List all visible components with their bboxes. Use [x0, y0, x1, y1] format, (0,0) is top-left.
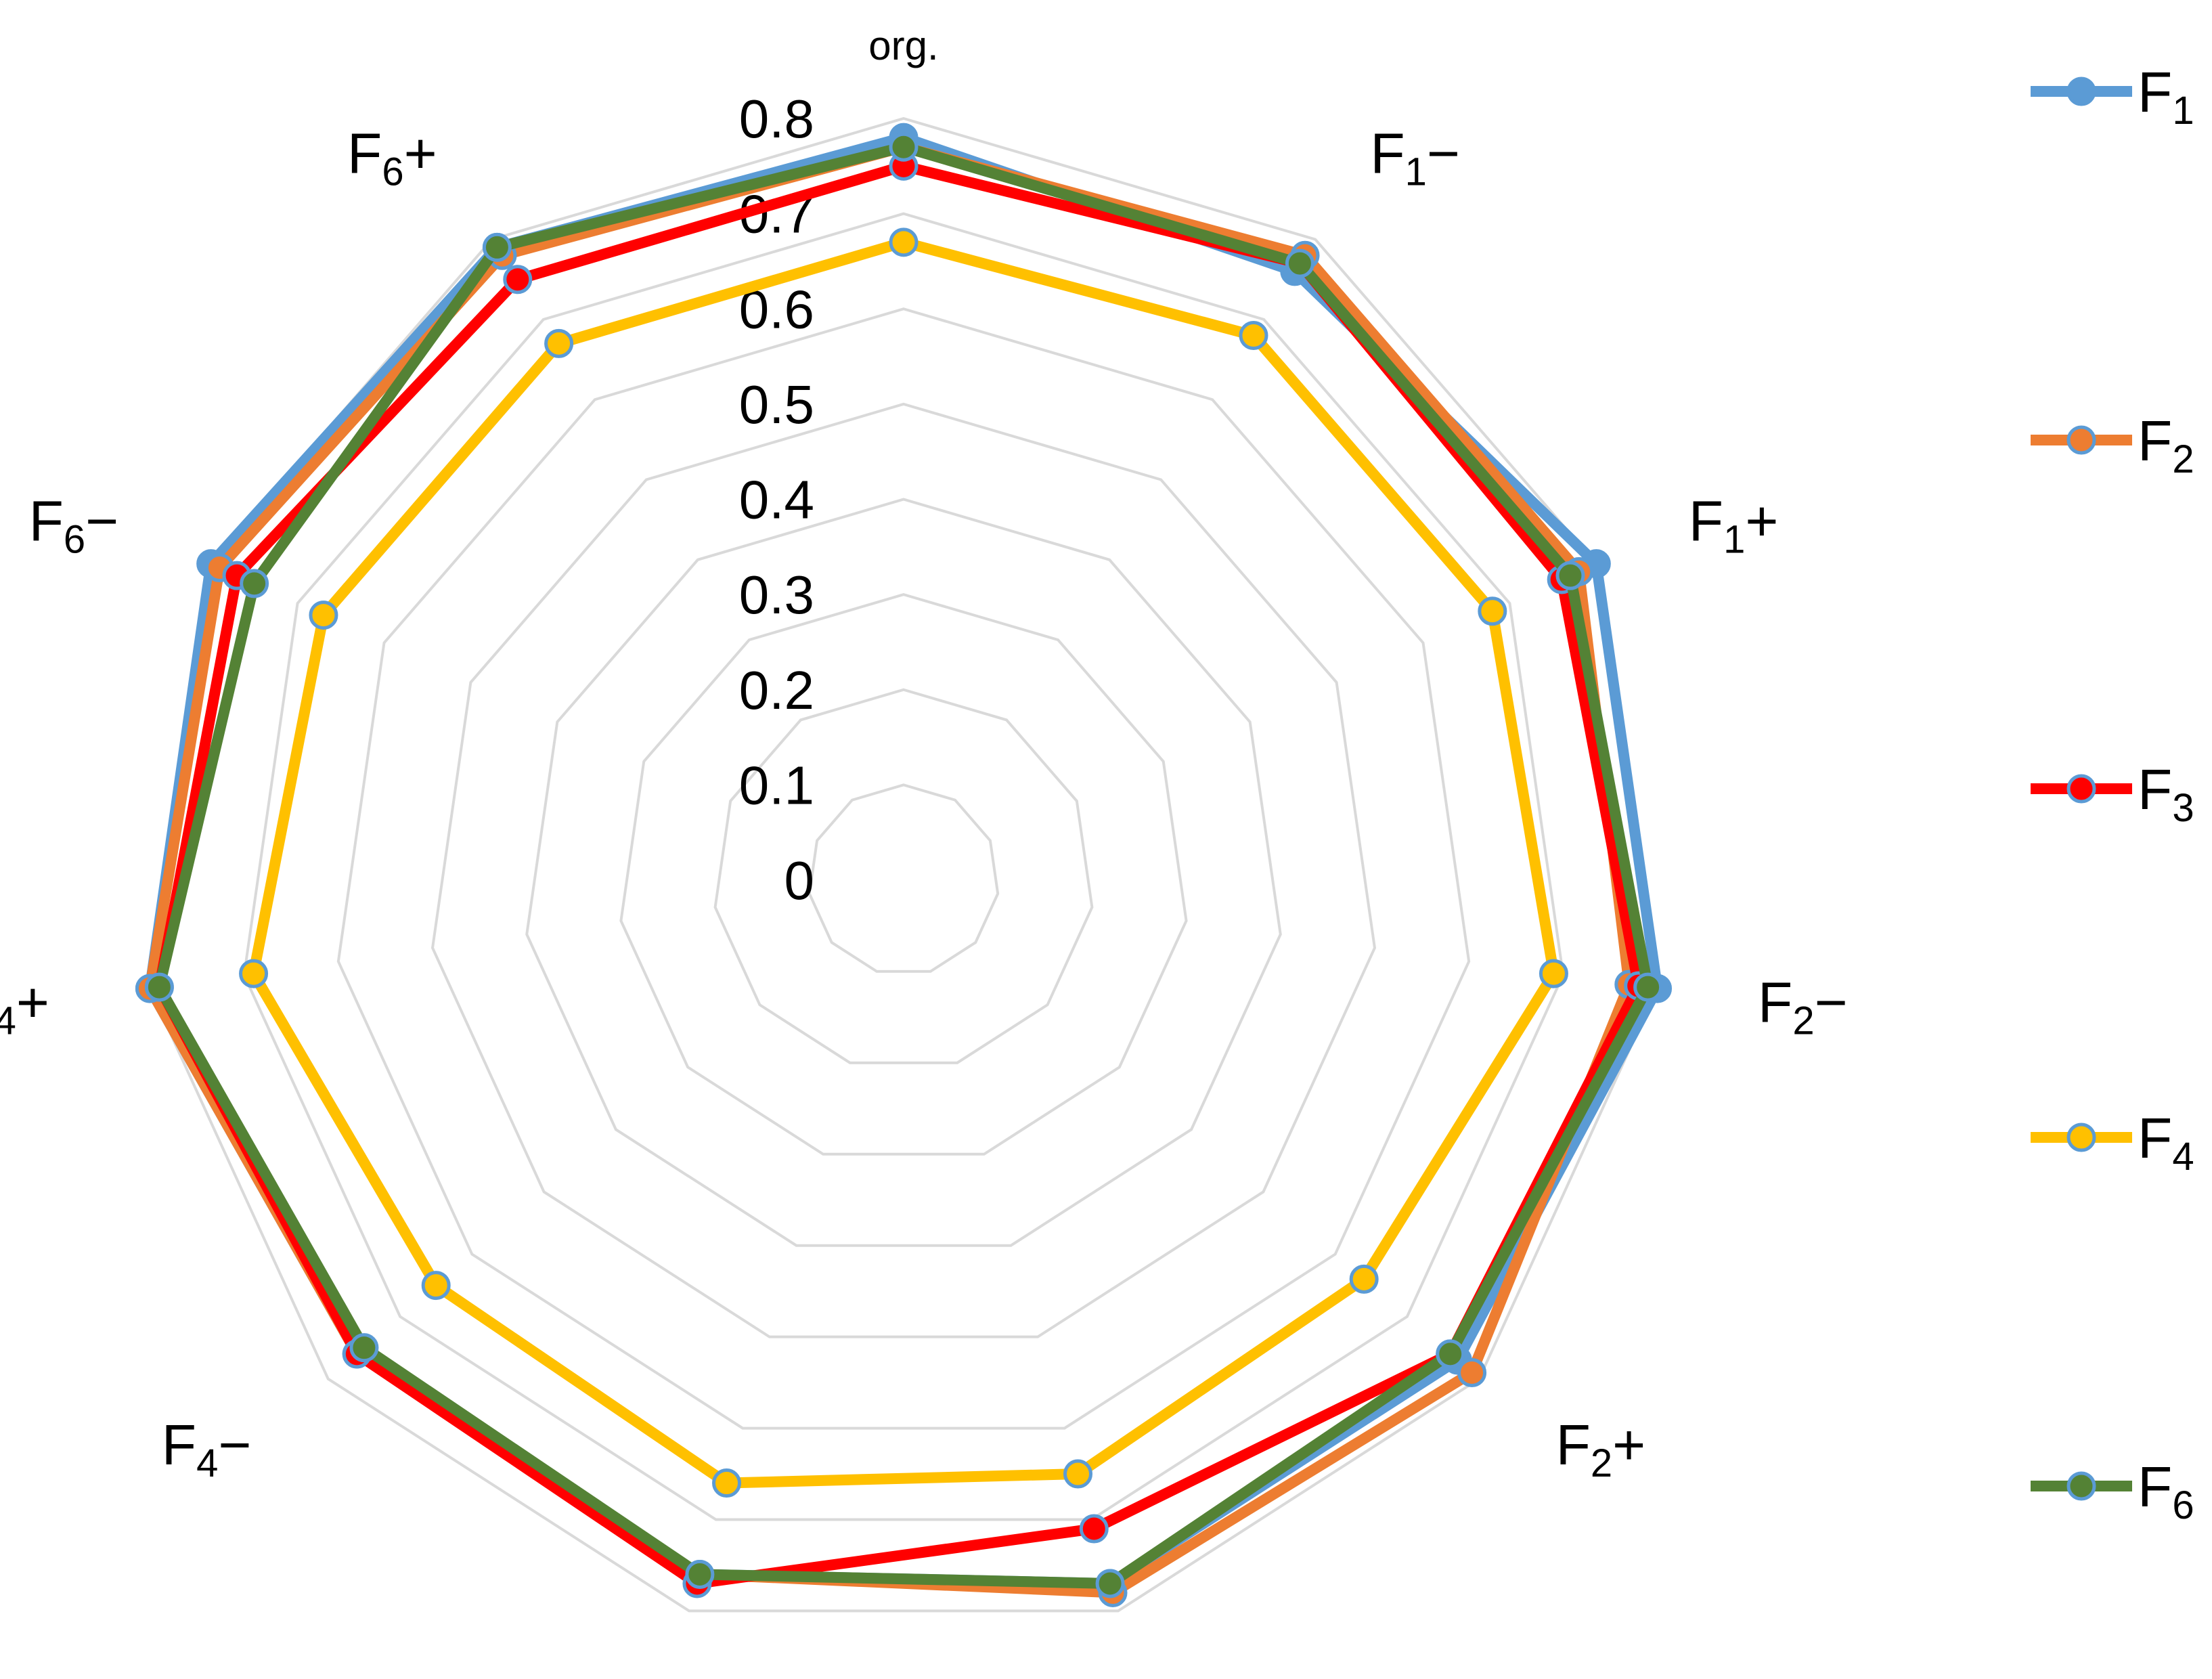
- series-point-F6-0: [889, 132, 919, 162]
- series-point-F6-4: [1436, 1339, 1465, 1369]
- legend-label-4: F6: [2138, 1455, 2194, 1527]
- series-point-F4-9: [309, 601, 338, 630]
- legend-item-3: F4: [2031, 1106, 2194, 1179]
- legend-item-0: F1: [2031, 60, 2194, 133]
- category-label-9: F6−: [29, 489, 119, 561]
- series-point-F6-3: [1633, 972, 1663, 1002]
- grid-ring-5: [430, 402, 1377, 1338]
- tick-label-4: 0.4: [739, 470, 814, 530]
- series-point-F2-4: [1457, 1358, 1487, 1388]
- series-point-F4-5: [1063, 1459, 1093, 1489]
- radial-tick-labels: 00.10.20.30.40.50.60.70.8: [739, 89, 814, 911]
- series-line-F3: [154, 160, 1644, 1589]
- series-point-F3-10: [503, 265, 533, 295]
- legend-marker-1: [2066, 425, 2096, 455]
- legend-label-0: F1: [2138, 60, 2194, 133]
- category-label-2: F1+: [1689, 489, 1779, 561]
- series-point-F4-4: [1349, 1264, 1379, 1294]
- series-layer: [135, 123, 1673, 1607]
- legend-label-2: F3: [2138, 758, 2194, 830]
- legend-label-3: F4: [2138, 1106, 2194, 1179]
- grid-ring-7: [242, 212, 1565, 1521]
- category-label-7: F4−: [162, 1413, 252, 1485]
- series-point-F6-1: [1285, 248, 1314, 278]
- grid-ring-2: [713, 688, 1094, 1064]
- tick-label-8: 0.8: [739, 89, 814, 149]
- series-point-F4-1: [1239, 321, 1268, 351]
- legend-item-1: F2: [2031, 409, 2194, 481]
- legend: F1 F2 F3 F4 F6: [2031, 60, 2194, 1527]
- category-label-6: F3+: [615, 1676, 705, 1679]
- tick-label-3: 0.3: [739, 565, 814, 625]
- series-point-F6-10: [482, 232, 512, 262]
- series-F4: [239, 227, 1568, 1498]
- series-point-F4-8: [239, 959, 269, 988]
- legend-item-2: F3: [2031, 758, 2194, 830]
- tick-label-2: 0.2: [739, 660, 814, 720]
- series-point-F6-9: [240, 569, 269, 598]
- series-F1: [135, 123, 1673, 1598]
- category-label-3: F2−: [1758, 970, 1848, 1043]
- legend-marker-3: [2066, 1122, 2096, 1152]
- series-point-F3-5: [1079, 1514, 1109, 1544]
- grid-ring-1: [808, 783, 1000, 973]
- grid-ring-4: [525, 498, 1282, 1247]
- radar-grid: [148, 116, 1659, 1613]
- series-point-F6-2: [1555, 561, 1585, 590]
- category-labels: org. F1− F1+ F2− F2+ F3− F3+ F4− F4+ F6− F6+: [0, 23, 1848, 1679]
- legend-marker-4: [2066, 1471, 2096, 1501]
- series-point-F6-5: [1095, 1569, 1125, 1598]
- series-point-F4-3: [1539, 959, 1568, 988]
- legend-label-1: F2: [2138, 409, 2194, 481]
- series-line-F6: [154, 141, 1654, 1589]
- grid-ring-8: [148, 116, 1659, 1613]
- series-line-F4: [248, 236, 1560, 1489]
- series-point-F4-7: [421, 1271, 451, 1301]
- series-point-F6-8: [144, 972, 174, 1002]
- category-label-4: F2+: [1556, 1413, 1646, 1485]
- series-point-F4-0: [889, 227, 919, 257]
- tick-label-5: 0.5: [739, 374, 814, 435]
- tick-label-1: 0.1: [739, 755, 814, 815]
- category-label-8: F4+: [0, 970, 49, 1043]
- category-label-5: F3−: [1102, 1676, 1192, 1679]
- grid-ring-3: [619, 593, 1188, 1156]
- legend-item-4: F6: [2031, 1455, 2194, 1527]
- series-point-F6-7: [349, 1333, 379, 1363]
- series-point-F4-10: [544, 328, 574, 358]
- tick-label-0: 0: [784, 850, 815, 911]
- series-point-F6-6: [685, 1559, 715, 1589]
- category-label-0: org.: [868, 23, 938, 68]
- grid-ring-6: [336, 307, 1471, 1430]
- series-F6: [144, 132, 1663, 1598]
- legend-marker-2: [2066, 774, 2096, 804]
- series-point-F4-2: [1478, 596, 1507, 626]
- category-label-1: F1−: [1370, 121, 1460, 194]
- series-point-F4-6: [712, 1468, 742, 1498]
- category-label-10: F6+: [347, 121, 437, 194]
- legend-marker-0: [2066, 77, 2096, 106]
